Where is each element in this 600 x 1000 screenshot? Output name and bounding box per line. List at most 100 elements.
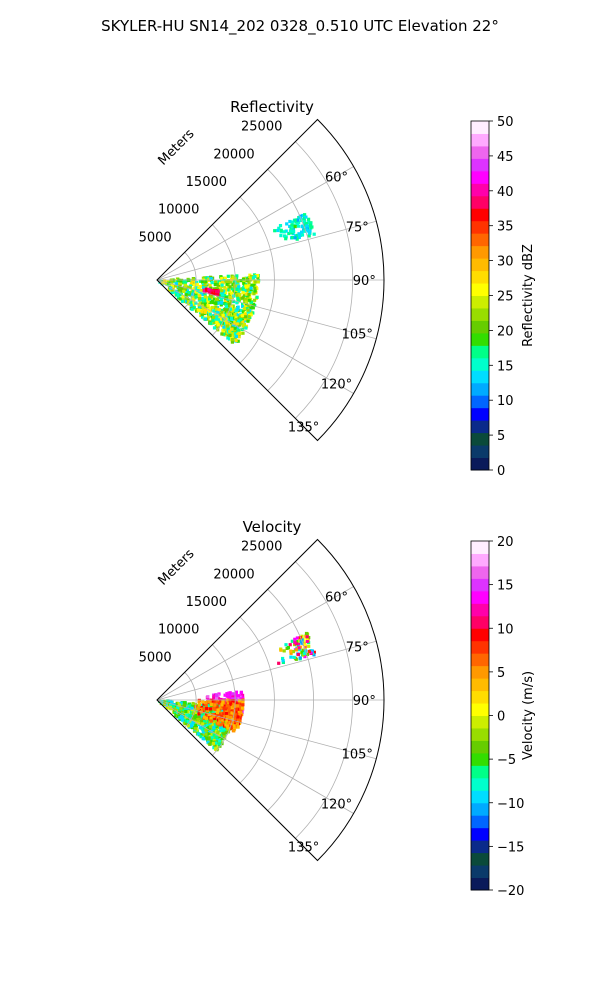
echo-gate xyxy=(200,302,204,306)
echo-gate xyxy=(178,297,182,301)
echo-gate xyxy=(288,224,292,228)
echo-gate xyxy=(162,279,167,283)
echo-gate xyxy=(281,660,285,664)
colorbar-swatch xyxy=(471,345,489,359)
colorbar-swatch xyxy=(471,195,489,209)
echo-gate xyxy=(281,659,285,663)
colorbar-tick-label: 20 xyxy=(497,324,514,339)
azimuth-tick-label: 60° xyxy=(325,590,348,605)
echo-gate xyxy=(218,716,222,720)
echo-gate xyxy=(307,217,311,221)
echo-gate xyxy=(209,716,213,720)
colorbar-swatch xyxy=(471,690,489,704)
echo-gate xyxy=(303,644,307,649)
echo-gate xyxy=(200,310,204,314)
echo-gate xyxy=(203,288,207,293)
echo-gate xyxy=(243,315,248,319)
range-axis-label: Meters xyxy=(156,126,198,168)
echo-gate xyxy=(207,315,211,319)
echo-gate xyxy=(215,713,219,718)
echo-gate xyxy=(229,280,233,284)
echo-gate xyxy=(241,296,245,300)
echo-gate xyxy=(231,697,235,701)
echo-gate xyxy=(207,277,211,281)
echo-gate xyxy=(240,706,245,710)
echo-gate xyxy=(236,694,240,698)
echo-gate xyxy=(211,712,215,716)
echo-gate xyxy=(233,713,237,717)
echo-gate xyxy=(215,711,220,715)
echo-gate xyxy=(183,701,187,705)
echo-gate xyxy=(312,653,316,657)
range-tick-label: 20000 xyxy=(213,567,254,582)
echo-gate xyxy=(307,231,311,235)
colorbar-swatch xyxy=(471,270,489,284)
echo-gate xyxy=(224,296,228,300)
colorbar-swatch xyxy=(471,815,489,829)
echo-gate xyxy=(295,639,299,644)
echo-gate xyxy=(256,280,260,284)
colorbar-swatch xyxy=(471,133,489,147)
echo-gate xyxy=(185,285,189,289)
echo-gate xyxy=(287,231,291,236)
echo-gate xyxy=(237,332,241,336)
echo-gate xyxy=(224,302,228,306)
echo-gate xyxy=(191,292,195,296)
echo-gate xyxy=(227,302,231,306)
echo-gate xyxy=(201,304,205,308)
echo-gate xyxy=(210,698,214,702)
echo-gate xyxy=(300,641,304,645)
colorbar-swatch xyxy=(471,640,489,654)
echo-gate xyxy=(235,313,239,317)
echo-gate xyxy=(215,694,219,698)
echo-gate xyxy=(231,299,235,303)
echo-gate xyxy=(215,700,219,704)
echo-gate xyxy=(205,708,210,712)
echo-gate xyxy=(210,735,214,739)
echo-gate xyxy=(250,291,254,295)
echo-gate xyxy=(184,709,188,713)
echo-gate xyxy=(216,708,220,712)
colorbar-swatch xyxy=(471,877,489,891)
echo-gate xyxy=(177,288,181,292)
echo-gate xyxy=(293,225,297,229)
echo-gate xyxy=(206,317,210,321)
echo-gate xyxy=(171,290,175,294)
echo-gate xyxy=(201,297,205,301)
echo-gate xyxy=(197,287,201,291)
colorbar-swatch xyxy=(471,790,489,804)
echo-gate xyxy=(219,308,223,312)
echo-gate xyxy=(212,724,216,728)
echo-gate xyxy=(282,230,286,234)
echo-gate xyxy=(228,289,232,293)
echo-gate xyxy=(203,317,208,321)
echo-gate xyxy=(290,639,294,643)
echo-gate xyxy=(229,335,233,339)
echo-gate xyxy=(201,276,205,280)
echo-gate xyxy=(239,309,243,313)
echo-gate xyxy=(228,319,232,323)
echo-gate xyxy=(237,319,241,323)
echo-gate xyxy=(228,296,232,300)
echo-gate xyxy=(186,713,190,717)
echo-gate xyxy=(183,721,187,725)
echo-gate xyxy=(298,233,302,237)
echo-gate xyxy=(226,326,230,330)
echo-gate xyxy=(288,219,292,224)
echo-gate xyxy=(197,709,201,713)
azimuth-tick-label: 105° xyxy=(342,748,373,763)
echo-gate xyxy=(193,727,197,731)
echo-gate xyxy=(228,337,232,341)
echo-gate xyxy=(279,648,283,652)
echo-gate xyxy=(210,305,214,310)
colorbar-swatch xyxy=(471,407,489,421)
echo-gate xyxy=(289,655,293,659)
colorbar-swatch xyxy=(471,578,489,592)
echo-gate xyxy=(238,293,242,297)
echo-gate xyxy=(256,276,260,280)
echo-gate xyxy=(230,321,234,325)
colorbar-swatch xyxy=(471,777,489,791)
echo-gate xyxy=(222,278,226,283)
echo-gate xyxy=(201,737,205,741)
echo-gate xyxy=(206,311,210,315)
